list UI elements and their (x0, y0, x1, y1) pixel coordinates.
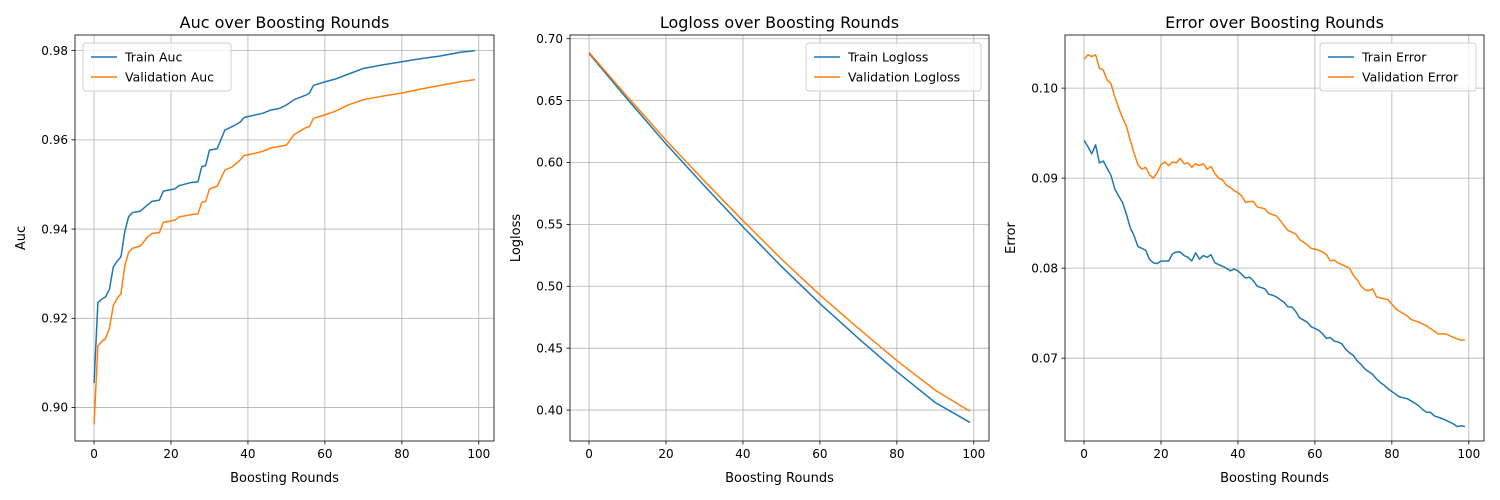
y-tick-label: 0.55 (536, 218, 563, 232)
legend-box (82, 42, 232, 92)
y-tick-label: 0.08 (1031, 261, 1058, 275)
x-tick-label: 0 (1080, 447, 1088, 461)
x-tick-label: 20 (658, 447, 673, 461)
series-line-train-logloss (588, 53, 971, 424)
x-axis-label: Boosting Rounds (725, 471, 834, 486)
chart-title: Auc over Boosting Rounds (180, 13, 390, 32)
x-tick-label: 80 (889, 447, 904, 461)
chart-panel-1: 0 20 40 60 80 100 0.90 0.92 0.94 0.96 0.98 Auc over… (14, 13, 495, 486)
legend-entry: Validation Logloss (848, 70, 960, 85)
y-tick-label: 0.98 (41, 44, 68, 58)
x-tick-label: 100 (467, 447, 490, 461)
x-tick-label: 40 (1230, 447, 1245, 461)
y-tick-label: 0.07 (1031, 351, 1058, 365)
legend: Train Logloss Validation Logloss (805, 42, 982, 92)
axes-frame (569, 34, 990, 442)
y-tick-label: 0.94 (41, 222, 68, 236)
legend: Train Auc Validation Auc (82, 42, 232, 92)
series-line-train-auc (93, 49, 476, 384)
y-tick-label: 0.10 (1031, 81, 1058, 95)
axes-frame (74, 34, 495, 442)
x-tick-label: 100 (962, 447, 985, 461)
x-tick-label: 100 (1457, 447, 1480, 461)
y-tick-label: 0.65 (536, 94, 563, 108)
y-tick-label: 0.45 (536, 341, 563, 355)
x-tick-label: 0 (585, 447, 593, 461)
x-tick-label: 60 (1307, 447, 1322, 461)
x-tick-label: 40 (240, 447, 255, 461)
y-tick-label: 0.40 (536, 403, 563, 417)
x-axis-label: Boosting Rounds (1220, 471, 1329, 486)
chart-panel-2: 0 20 40 60 80 100 0.40 0.45 0.50 0.55 0.60 0.65 0.70… (509, 13, 990, 486)
y-tick-label: 0.09 (1031, 171, 1058, 185)
chart-title: Logloss over Boosting Rounds (660, 13, 899, 32)
y-tick-label: 0.90 (41, 401, 68, 415)
x-axis-label: Boosting Rounds (230, 471, 339, 486)
x-tick-label: 20 (1153, 447, 1168, 461)
x-tick-label: 0 (90, 447, 98, 461)
x-tick-label: 60 (317, 447, 332, 461)
x-tick-label: 20 (163, 447, 178, 461)
legend-entry: Validation Auc (125, 70, 214, 85)
legend: Train Error Validation Error (1319, 42, 1477, 92)
x-tick-label: 80 (394, 447, 409, 461)
x-tick-label: 40 (735, 447, 750, 461)
y-axis-label: Auc (14, 226, 29, 250)
y-tick-label: 0.50 (536, 279, 563, 293)
series-line-validation-error (1083, 54, 1465, 341)
chart-title: Error over Boosting Rounds (1165, 13, 1384, 32)
series-line-validation-logloss (588, 51, 971, 412)
legend-box (805, 42, 982, 92)
legend-entry: Validation Error (1362, 70, 1459, 85)
series-line-train-error (1083, 139, 1466, 428)
y-tick-label: 0.96 (41, 133, 68, 147)
legend-box (1319, 42, 1477, 92)
y-axis-label: Error (1004, 222, 1019, 254)
legend-entry: Train Auc (124, 50, 182, 65)
x-tick-label: 80 (1384, 447, 1399, 461)
legend-entry: Train Error (1361, 50, 1427, 65)
y-tick-label: 0.92 (41, 312, 68, 326)
x-tick-label: 60 (812, 447, 827, 461)
y-tick-label: 0.70 (536, 32, 563, 46)
axes-frame (1064, 34, 1485, 442)
legend-entry: Train Logloss (847, 50, 928, 65)
y-axis-label: Logloss (509, 214, 524, 263)
series-line-validation-auc (93, 78, 476, 425)
chart-panel-3: 0 20 40 60 80 100 0.07 0.08 0.09 0.10 Error over B… (1004, 13, 1485, 486)
y-tick-label: 0.60 (536, 156, 563, 170)
